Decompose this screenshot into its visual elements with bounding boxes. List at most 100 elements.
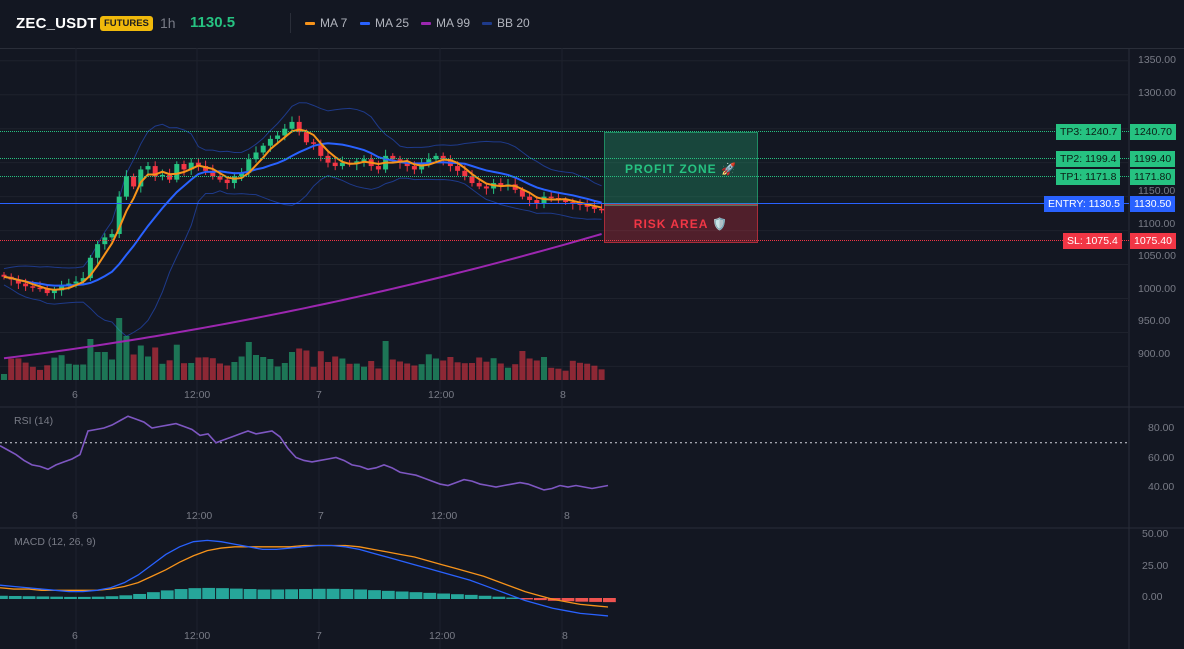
candle-body bbox=[426, 159, 432, 165]
macd-histogram-bar bbox=[589, 598, 602, 602]
volume-bar bbox=[73, 364, 79, 380]
candle-body bbox=[325, 155, 331, 163]
candle-body bbox=[527, 196, 533, 201]
volume-bar bbox=[447, 357, 454, 380]
tp3-tag[interactable]: TP3: 1240.7 bbox=[1056, 124, 1122, 140]
volume-bar bbox=[361, 366, 367, 380]
candle-body bbox=[483, 186, 489, 189]
candle-body bbox=[37, 287, 43, 290]
volume-bar bbox=[296, 348, 303, 380]
tp2-line bbox=[0, 158, 1129, 159]
time-axis-label: 12:00 bbox=[429, 630, 456, 642]
legend-ma25[interactable]: MA 25 bbox=[360, 16, 409, 30]
candle-body bbox=[267, 138, 273, 146]
volume-bar bbox=[209, 358, 216, 380]
timeframe-label[interactable]: 1h bbox=[160, 15, 176, 31]
candle-body bbox=[51, 290, 57, 294]
candle-body bbox=[95, 244, 101, 258]
volume-bar bbox=[375, 368, 382, 380]
candle-body bbox=[195, 162, 201, 167]
macd-histogram-bar bbox=[229, 588, 243, 599]
volume-bar bbox=[37, 369, 43, 380]
volume-bar bbox=[166, 360, 173, 380]
entry-tag[interactable]: ENTRY: 1130.5 bbox=[1044, 196, 1124, 212]
candle-body bbox=[253, 152, 259, 160]
macd-histogram-bar bbox=[603, 598, 616, 603]
volume-bar bbox=[202, 357, 209, 380]
macd-histogram-bar bbox=[478, 595, 492, 599]
candle-body bbox=[296, 121, 302, 133]
candle-body bbox=[311, 142, 317, 144]
symbol-label[interactable]: ZEC_USDT bbox=[16, 15, 97, 32]
candle-body bbox=[217, 176, 223, 180]
tp1-tag[interactable]: TP1: 1171.8 bbox=[1056, 169, 1121, 185]
ma7-line bbox=[3, 128, 602, 291]
volume-bar bbox=[389, 359, 396, 380]
macd-histogram-bar bbox=[64, 596, 77, 599]
volume-bar bbox=[418, 364, 425, 380]
candle-body bbox=[116, 196, 122, 234]
macd-histogram-bar bbox=[368, 590, 381, 599]
macd-histogram-bar bbox=[50, 596, 64, 599]
candle-body bbox=[15, 279, 21, 284]
sl-tag[interactable]: SL: 1075.4 bbox=[1063, 233, 1122, 249]
candle-body bbox=[159, 174, 165, 177]
tp2-tag[interactable]: TP2: 1199.4 bbox=[1056, 151, 1121, 167]
volume-bar bbox=[8, 358, 15, 380]
risk-zone[interactable]: RISK AREA 🛡️ bbox=[604, 204, 758, 243]
volume-bar bbox=[433, 358, 439, 380]
price-axis-label: 900.00 bbox=[1138, 348, 1171, 360]
volume-bar bbox=[231, 362, 238, 380]
volume-bar bbox=[526, 358, 533, 380]
candle-body bbox=[203, 166, 209, 171]
ma99-swatch-icon bbox=[421, 21, 431, 25]
macd-histogram-bar bbox=[340, 589, 354, 599]
candle-body bbox=[375, 166, 381, 170]
rsi-label[interactable]: RSI (14) bbox=[14, 415, 54, 427]
macd-histogram-bar bbox=[575, 598, 589, 602]
time-axis-label: 12:00 bbox=[184, 389, 211, 401]
legend-ma99-label: MA 99 bbox=[436, 16, 471, 30]
macd-histogram-bar bbox=[36, 596, 50, 599]
macd-histogram-bar bbox=[119, 595, 133, 599]
time-axis-label: 8 bbox=[564, 510, 570, 522]
macd-histogram-bar bbox=[8, 595, 22, 599]
legend-ma7[interactable]: MA 7 bbox=[305, 16, 347, 30]
macd-label[interactable]: MACD (12, 26, 9) bbox=[14, 536, 96, 548]
candle-body bbox=[289, 121, 295, 129]
macd-histogram-bar bbox=[520, 598, 533, 600]
volume-bar bbox=[519, 351, 526, 380]
macd-histogram-bar bbox=[160, 590, 174, 599]
legend-bb20-label: BB 20 bbox=[497, 16, 530, 30]
time-axis-label: 7 bbox=[316, 389, 322, 401]
volume-bar bbox=[245, 342, 252, 380]
volume-bar bbox=[22, 362, 29, 380]
macd-histogram-bar bbox=[437, 593, 450, 599]
candle-body bbox=[174, 164, 180, 180]
volume-bar bbox=[598, 369, 605, 380]
bb-upper-line bbox=[3, 102, 602, 270]
candle-body bbox=[584, 204, 590, 207]
candle-body bbox=[181, 164, 187, 170]
volume-bar bbox=[58, 355, 65, 380]
profit-zone[interactable]: PROFIT ZONE 🚀 bbox=[604, 132, 758, 206]
candle-body bbox=[30, 286, 36, 288]
volume-bar bbox=[577, 362, 583, 380]
volume-bar bbox=[332, 356, 339, 380]
candle-body bbox=[109, 233, 115, 238]
volume-bar bbox=[440, 360, 447, 380]
volume-bar bbox=[188, 363, 195, 380]
legend-ma99[interactable]: MA 99 bbox=[421, 16, 470, 30]
volume-bar bbox=[541, 357, 547, 380]
volume-bar bbox=[44, 365, 51, 380]
tp1-line bbox=[0, 176, 1129, 177]
entry-axis-tag: 1130.50 bbox=[1130, 196, 1176, 212]
candle-body bbox=[73, 281, 79, 284]
macd-histogram-bar bbox=[243, 589, 257, 599]
time-axis-label: 12:00 bbox=[428, 389, 455, 401]
volume-bar bbox=[253, 355, 259, 380]
header-divider bbox=[290, 13, 291, 33]
volume-bar bbox=[181, 363, 187, 380]
legend-bb20[interactable]: BB 20 bbox=[482, 16, 530, 30]
